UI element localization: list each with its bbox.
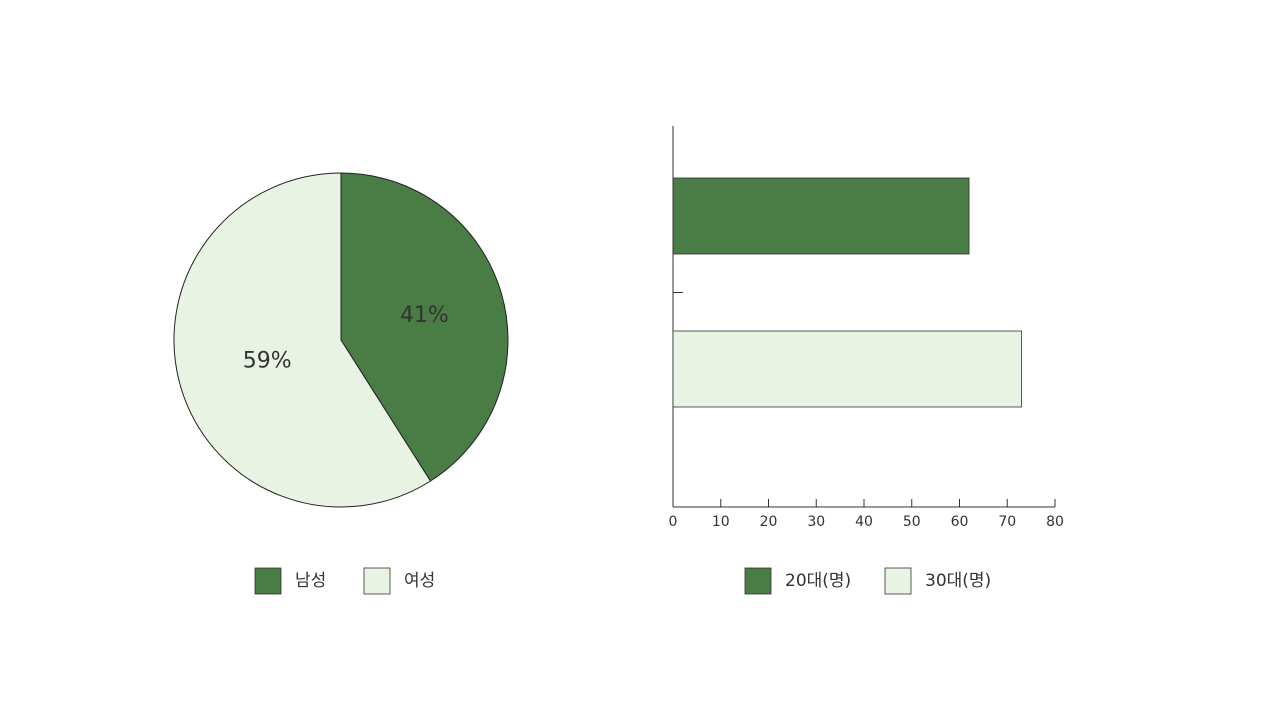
legend-label: 남성 [295, 571, 326, 591]
x-tick-label: 20 [760, 514, 778, 530]
pie-slice [173, 172, 432, 508]
legend-swatch [363, 567, 391, 595]
pie-slice [340, 172, 509, 482]
legend-label: 30대(명) [925, 571, 991, 591]
legend-label: 20대(명) [785, 571, 851, 591]
x-tick-label: 0 [669, 514, 678, 530]
x-tick-label: 10 [712, 514, 730, 530]
slice-label: 59% [243, 348, 292, 373]
bar [672, 177, 970, 255]
x-tick-label: 60 [951, 514, 969, 530]
x-tick-label: 30 [807, 514, 825, 530]
slice-label: 41% [400, 303, 449, 328]
x-tick-label: 80 [1046, 514, 1064, 530]
x-tick-label: 70 [998, 514, 1016, 530]
legend-swatch [254, 567, 282, 595]
legend-swatch [744, 567, 772, 595]
legend-label: 여성 [404, 571, 435, 591]
x-tick-label: 50 [903, 514, 921, 530]
bar [672, 330, 1022, 408]
x-tick-label: 40 [855, 514, 873, 530]
legend-swatch [884, 567, 912, 595]
